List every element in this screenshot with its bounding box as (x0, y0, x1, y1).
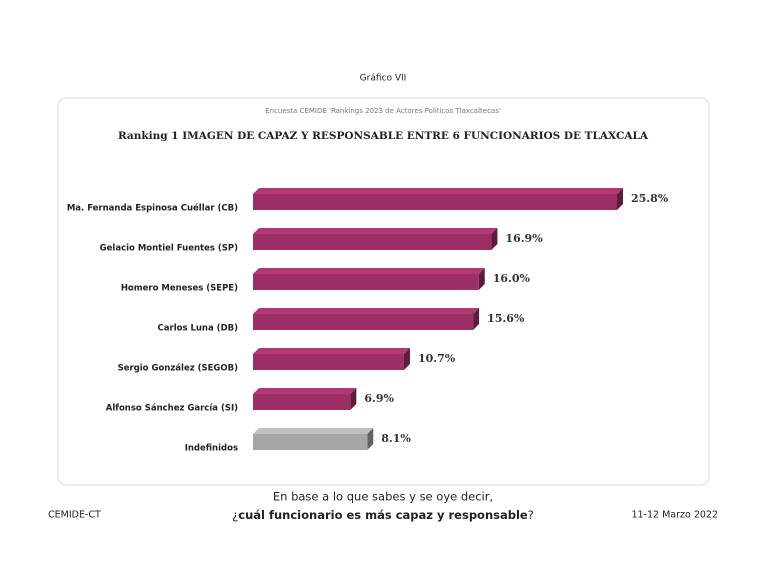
category-label: Indefinidos (185, 444, 238, 454)
bar (253, 394, 351, 410)
bar-side (367, 428, 374, 450)
bar-side (473, 308, 480, 330)
value-label: 25.8% (631, 192, 669, 205)
source: CEMIDE-CT (48, 510, 101, 521)
bar-top (253, 228, 498, 234)
chart-subtitle: Encuesta CEMIDE 'Rankings 2023 de Actore… (265, 107, 501, 115)
bar (253, 194, 617, 210)
category-label: Alfonso Sánchez García (SI) (106, 404, 238, 414)
bar-side (491, 228, 498, 250)
date: 11-12 Marzo 2022 (631, 510, 718, 521)
bar (253, 354, 404, 370)
question-part: ¿ (232, 508, 238, 522)
question-line: ¿cuál funcionario es más capaz y respons… (232, 508, 534, 522)
bar-top (253, 428, 374, 434)
page-header: Gráfico VII (360, 74, 407, 84)
bar-side (403, 348, 410, 370)
category-label: Gelacio Montiel Fuentes (SP) (100, 244, 238, 254)
category-label: Carlos Luna (DB) (158, 324, 239, 334)
bar (253, 434, 368, 450)
value-label: 8.1% (381, 432, 411, 445)
bar-side (350, 388, 357, 410)
bar-top (253, 388, 357, 394)
value-label: 16.0% (493, 272, 531, 285)
bar (253, 314, 474, 330)
bar (253, 274, 479, 290)
value-label: 6.9% (364, 392, 394, 405)
category-label: Ma. Fernanda Espinosa Cuéllar (CB) (67, 203, 238, 214)
value-label: 16.9% (505, 232, 543, 245)
bar-top (253, 188, 623, 194)
bar-top (253, 268, 485, 274)
bar-top (253, 308, 480, 314)
bar-side (478, 268, 485, 290)
question-line: En base a lo que sabes y se oye decir, (273, 490, 493, 504)
value-label: 10.7% (418, 352, 456, 365)
category-label: Sergio González (SEGOB) (118, 364, 239, 374)
bar (253, 234, 492, 250)
value-label: 15.6% (487, 312, 525, 325)
question-part: ? (528, 508, 534, 522)
chart-title: Ranking 1 IMAGEN DE CAPAZ Y RESPONSABLE … (118, 130, 649, 142)
question-part: cuál funcionario es más capaz y responsa… (238, 508, 528, 522)
bar-top (253, 348, 410, 354)
bar-side (617, 188, 623, 210)
category-label: Homero Meneses (SEPE) (121, 284, 238, 294)
